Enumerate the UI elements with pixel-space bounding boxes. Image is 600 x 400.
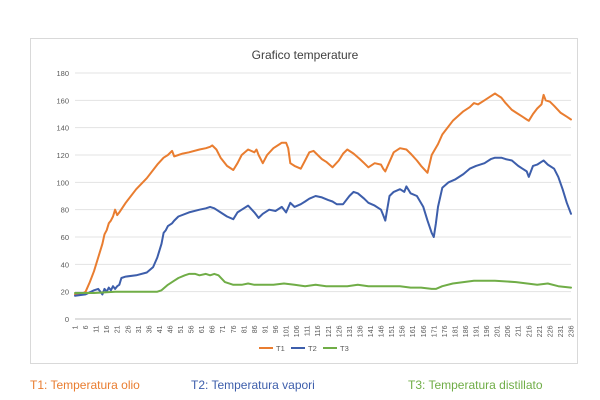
y-tick-label: 160 — [56, 96, 69, 105]
x-tick-label: 126 — [336, 325, 343, 337]
caption-t1: T1: Temperatura olio — [30, 378, 140, 392]
x-tick-label: 16 — [104, 325, 111, 333]
x-tick-label: 231 — [558, 325, 565, 337]
x-tick-label: 21 — [115, 325, 122, 333]
x-tick-label: 26 — [125, 325, 132, 333]
y-tick-label: 0 — [65, 315, 69, 324]
x-tick-label: 236 — [569, 325, 576, 337]
x-tick-label: 131 — [347, 325, 354, 337]
x-tick-label: 141 — [368, 325, 375, 337]
y-tick-label: 100 — [56, 178, 69, 187]
x-tick-label: 226 — [547, 325, 554, 337]
x-tick-label: 121 — [326, 325, 333, 337]
x-tick-label: 201 — [495, 325, 502, 337]
series-line-t1 — [74, 92, 572, 296]
x-tick-label: 161 — [410, 325, 417, 337]
x-tick-label: 66 — [210, 325, 217, 333]
legend-label-t3: T3 — [340, 344, 349, 353]
x-tick-label: 46 — [167, 325, 174, 333]
x-tick-label: 36 — [146, 325, 153, 333]
y-tick-label: 60 — [61, 233, 69, 242]
x-tick-label: 91 — [262, 325, 269, 333]
x-tick-label: 196 — [484, 325, 491, 337]
x-tick-label: 86 — [252, 325, 259, 333]
y-tick-label: 120 — [56, 151, 69, 160]
x-tick-label: 176 — [442, 325, 449, 337]
x-tick-label: 61 — [199, 325, 206, 333]
x-tick-label: 101 — [284, 325, 291, 337]
x-tick-label: 41 — [157, 325, 164, 333]
legend-label-t2: T2 — [308, 344, 317, 353]
x-tick-label: 6 — [83, 325, 90, 329]
series-line-t2 — [74, 156, 572, 297]
x-tick-label: 31 — [136, 325, 143, 333]
y-tick-label: 80 — [61, 206, 69, 215]
y-tick-label: 40 — [61, 260, 69, 269]
caption-t3: T3: Temperatura distillato — [408, 378, 543, 392]
x-tick-label: 181 — [452, 325, 459, 337]
y-tick-label: 140 — [56, 124, 69, 133]
line-chart: Grafico temperature 0 20 40 60 80 100 120 140 160… — [56, 48, 576, 353]
x-tick-label: 186 — [463, 325, 470, 337]
chart-container: Grafico temperature 0 20 40 60 80 100 120 140 160… — [30, 38, 578, 364]
x-tick-label: 11 — [94, 325, 101, 332]
y-tick-label: 180 — [56, 69, 69, 78]
x-tick-label: 221 — [537, 325, 544, 337]
x-tick-label: 81 — [241, 325, 248, 333]
x-tick-label: 56 — [189, 325, 196, 333]
x-tick-label: 156 — [400, 325, 407, 337]
x-tick-label: 51 — [178, 325, 185, 333]
x-tick-label: 71 — [220, 325, 227, 333]
series-line-t3 — [74, 272, 572, 294]
legend-label-t1: T1 — [276, 344, 285, 353]
x-tick-label: 106 — [294, 325, 301, 337]
x-tick-label: 146 — [379, 325, 386, 337]
x-tick-label: 151 — [389, 325, 396, 337]
x-tick-label: 216 — [526, 325, 533, 337]
x-tick-label: 1 — [73, 325, 80, 329]
x-tick-label: 211 — [516, 325, 523, 336]
x-tick-label: 111 — [305, 325, 312, 336]
caption-t2: T2: Temperatura vapori — [191, 378, 315, 392]
x-tick-label: 96 — [273, 325, 280, 333]
x-tick-label: 136 — [357, 325, 364, 337]
y-tick-label: 20 — [61, 288, 69, 297]
x-tick-label: 191 — [474, 325, 481, 337]
x-tick-label: 116 — [315, 325, 322, 336]
x-tick-label: 171 — [431, 325, 438, 337]
x-tick-label: 166 — [421, 325, 428, 337]
chart-title: Grafico temperature — [252, 48, 359, 62]
x-tick-label: 206 — [505, 325, 512, 337]
x-tick-label: 76 — [231, 325, 238, 333]
